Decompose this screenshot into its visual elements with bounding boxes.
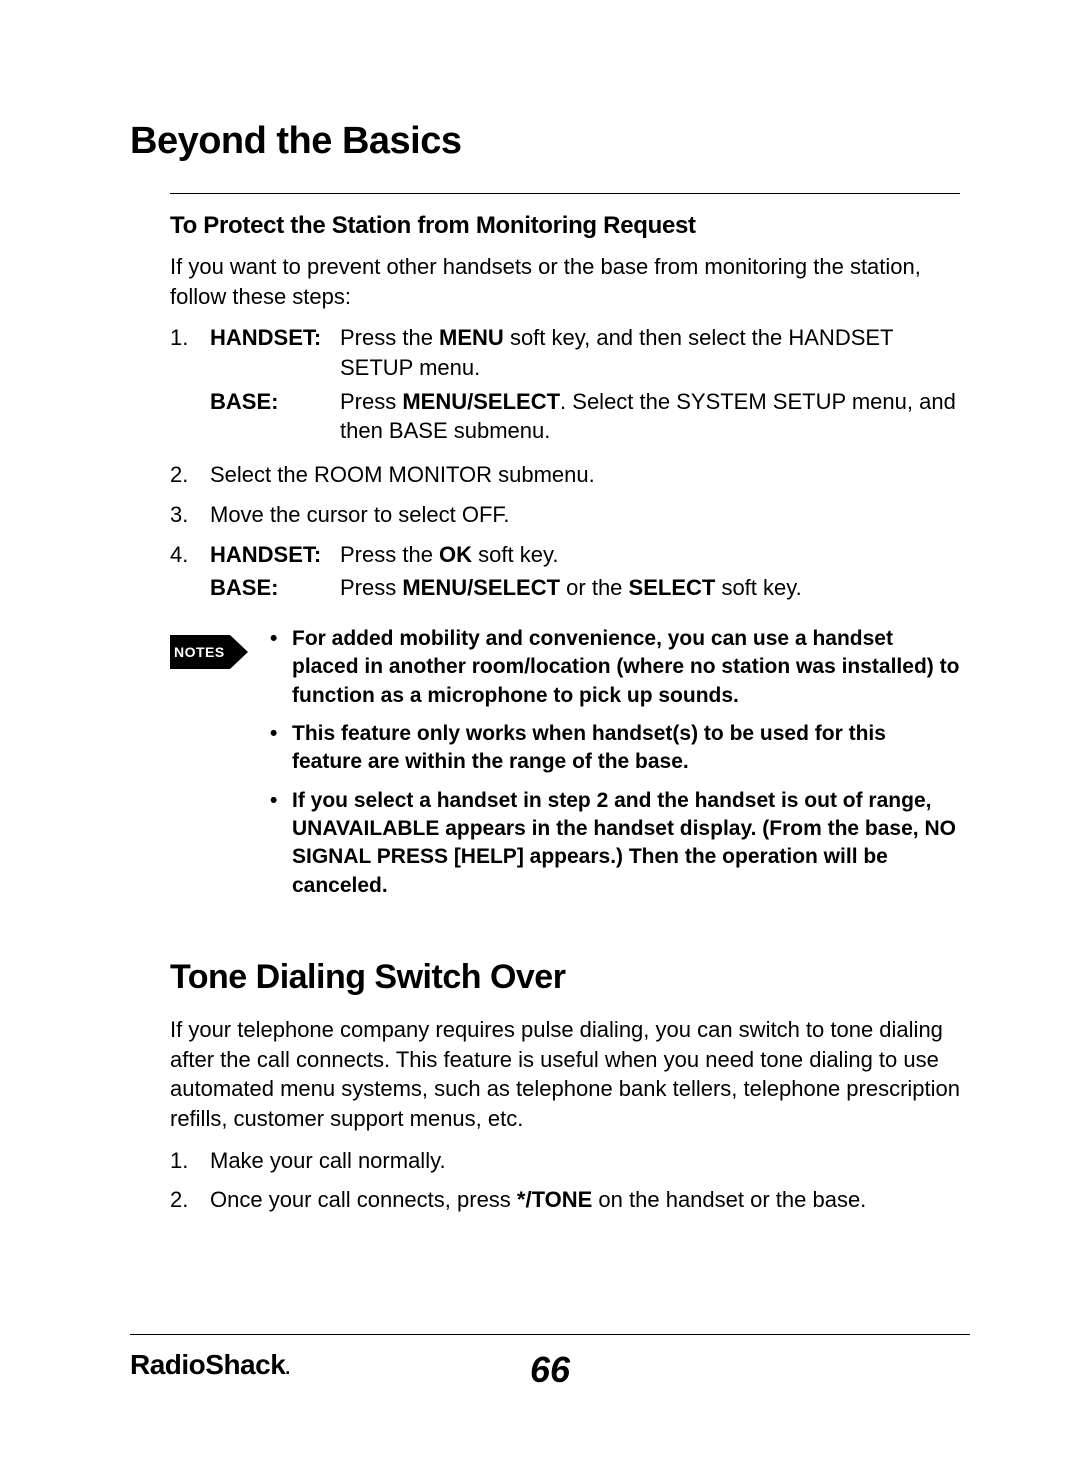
page-title: Beyond the Basics [130, 120, 970, 163]
notes-list: For added mobility and convenience, you … [270, 625, 960, 910]
text-bold: MENU [439, 325, 504, 350]
text-fragment: Press [340, 575, 402, 600]
text-fragment: Press the [340, 542, 439, 567]
divider [170, 193, 960, 194]
text-fragment: Press [340, 389, 402, 414]
note-text: If you select a handset in step 2 and th… [292, 787, 960, 900]
text-bold: SELECT [629, 575, 716, 600]
step-text: Press MENU/SELECT or the SELECT soft key… [340, 573, 960, 603]
section-subheading: To Protect the Station from Monitoring R… [170, 212, 960, 240]
step-item: Select the ROOM MONITOR submenu. [170, 460, 960, 490]
step-item: Move the cursor to select OFF. [170, 500, 960, 530]
text-fragment: soft key. [715, 575, 801, 600]
note-item: This feature only works when handset(s) … [270, 720, 960, 777]
step-item: Make your call normally. [170, 1146, 960, 1176]
notes-block: NOTES For added mobility and convenience… [170, 625, 960, 910]
step-item: HANDSET: Press the MENU soft key, and th… [170, 323, 960, 450]
steps-list-1: HANDSET: Press the MENU soft key, and th… [170, 323, 960, 607]
note-item: If you select a handset in step 2 and th… [270, 787, 960, 900]
brand-text: RadioShack [130, 1349, 285, 1380]
text-fragment: Once your call connects, press [210, 1187, 517, 1212]
text-bold: */TONE [517, 1187, 592, 1212]
note-text: This feature only works when handset(s) … [292, 720, 960, 777]
step-text: Press the MENU soft key, and then select… [340, 323, 960, 382]
text-fragment: on the handset or the base. [592, 1187, 866, 1212]
text-fragment: Press the [340, 325, 439, 350]
main-content: To Protect the Station from Monitoring R… [170, 193, 960, 1215]
section-intro: If your telephone company requires pulse… [170, 1015, 960, 1134]
step-item: Once your call connects, press */TONE on… [170, 1185, 960, 1215]
text-fragment: soft key. [472, 542, 558, 567]
note-item: For added mobility and convenience, you … [270, 625, 960, 710]
step-text: Press the OK soft key. [340, 540, 960, 570]
text-bold: MENU/SELECT [402, 575, 560, 600]
notes-badge-text: NOTES [174, 644, 225, 660]
text-fragment: or the [560, 575, 628, 600]
step-text: Press MENU/SELECT. Select the SYSTEM SET… [340, 387, 960, 446]
divider [130, 1334, 970, 1335]
notes-badge: NOTES [170, 635, 248, 669]
text-bold: MENU/SELECT [402, 389, 560, 414]
section-heading: Tone Dialing Switch Over [170, 958, 960, 997]
note-text: For added mobility and convenience, you … [292, 625, 960, 710]
step-item: HANDSET: Press the OK soft key. BASE: Pr… [170, 540, 960, 607]
step-text: Move the cursor to select OFF. [210, 500, 960, 530]
text-bold: OK [439, 542, 472, 567]
step-text: Once your call connects, press */TONE on… [210, 1185, 960, 1215]
brand-dot: . [285, 1358, 290, 1378]
steps-list-2: Make your call normally. Once your call … [170, 1146, 960, 1215]
device-label-handset: HANDSET: [210, 540, 340, 570]
device-label-base: BASE: [210, 387, 340, 446]
step-text: Select the ROOM MONITOR submenu. [210, 460, 960, 490]
page-number: 66 [530, 1349, 570, 1391]
device-label-base: BASE: [210, 573, 340, 603]
brand-logo: RadioShack. [130, 1349, 290, 1381]
page-footer: RadioShack. 66 [130, 1334, 970, 1381]
section-intro: If you want to prevent other handsets or… [170, 252, 960, 311]
device-label-handset: HANDSET: [210, 323, 340, 382]
step-text: Make your call normally. [210, 1146, 960, 1176]
